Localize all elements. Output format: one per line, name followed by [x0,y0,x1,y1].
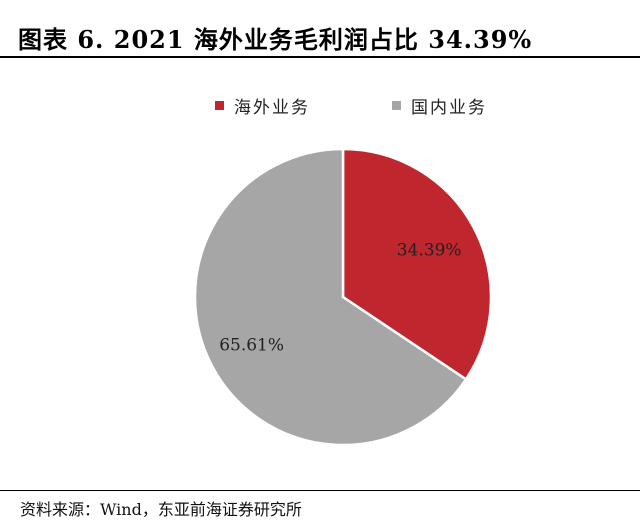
pie-slice-domestic [193,147,468,447]
pie-chart-area: 海外业务 国内业务 34.39% 65.61% [0,58,640,490]
figure-header: 图表 6. 2021 海外业务毛利润占比 34.39% [0,0,640,58]
data-label-domestic: 65.61% [219,335,284,355]
legend-swatch-domestic [392,100,401,110]
legend-label-domestic: 国内业务 [411,97,487,118]
source-note: 资料来源：Wind，东亚前海证券研究所 [20,500,302,519]
pie-chart-svg: 34.39% 65.61% [193,147,493,447]
legend-label-overseas: 海外业务 [234,97,310,118]
title-divider [0,56,640,58]
legend-swatch-overseas [215,100,224,110]
chart-legend: 海外业务 国内业务 [0,93,640,118]
legend-item-domestic: 国内业务 [392,93,487,118]
figure-title: 图表 6. 2021 海外业务毛利润占比 34.39% [18,25,533,54]
data-label-overseas: 34.39% [397,240,462,260]
source-divider [0,490,640,491]
legend-item-overseas: 海外业务 [215,93,310,118]
